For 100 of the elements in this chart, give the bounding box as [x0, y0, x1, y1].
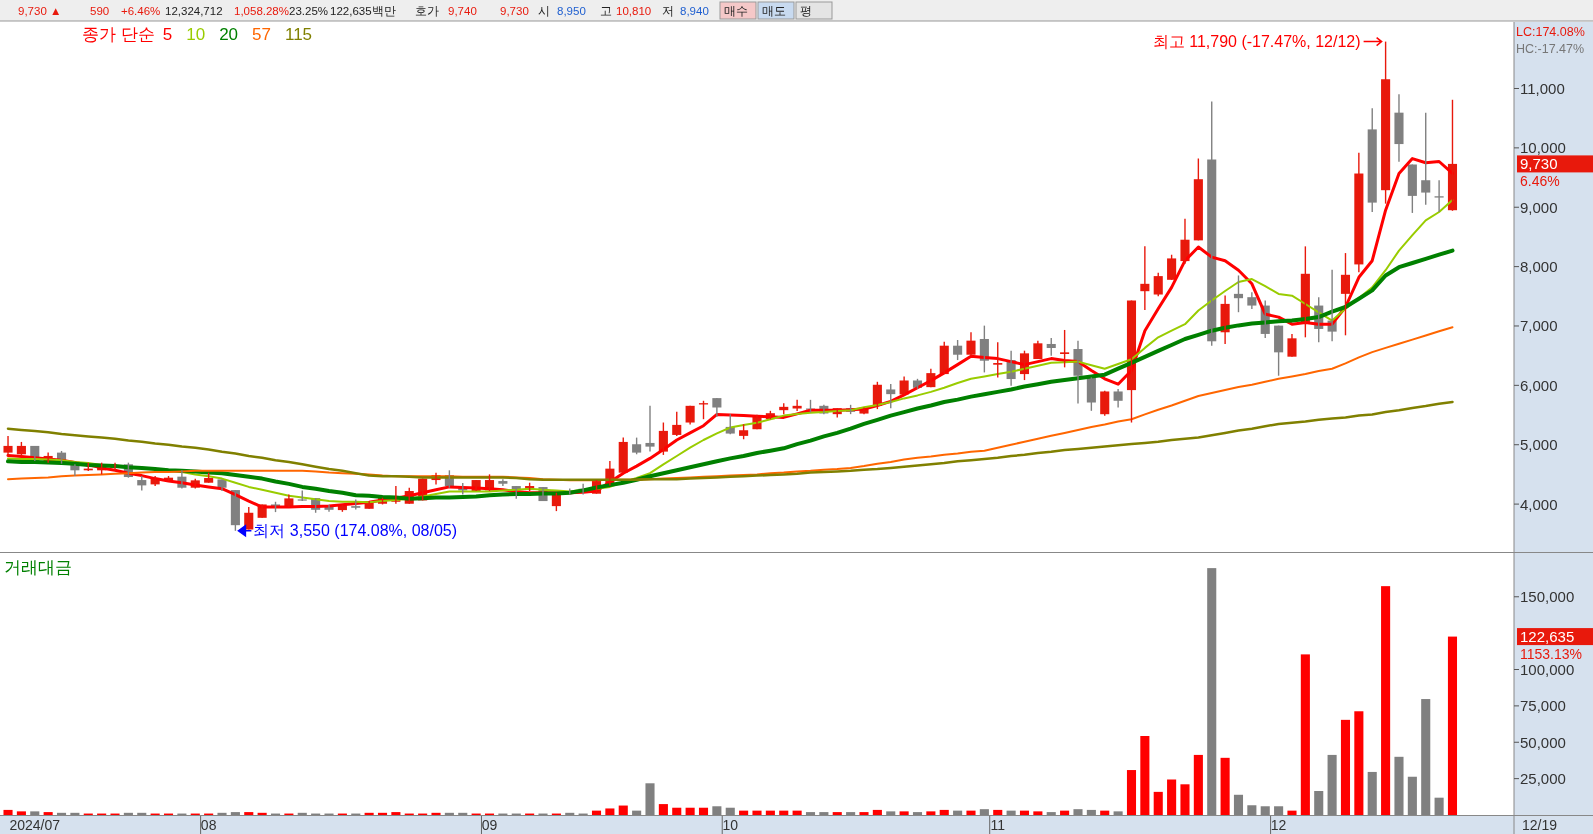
bar — [1140, 736, 1150, 815]
bar — [859, 812, 869, 815]
text: LC:174.08% — [1516, 25, 1585, 39]
bar — [1193, 754, 1203, 815]
text: 10 — [186, 24, 206, 44]
bar — [1340, 719, 1351, 815]
text: 57 — [252, 24, 271, 44]
text: 12/19 — [1522, 817, 1558, 833]
text: 6.46% — [1520, 172, 1560, 189]
annotation: 최저 3,550 (174.08%, 08/05) — [253, 522, 458, 540]
y-tick-label: 7,000 — [1520, 317, 1558, 335]
text: 평 — [800, 5, 812, 17]
text: 115 — [284, 24, 313, 44]
bar — [658, 804, 668, 815]
x-tick-label: 10 — [722, 817, 739, 833]
bar — [1126, 770, 1137, 815]
candlestick — [886, 383, 896, 409]
text: 9,740 — [448, 5, 477, 17]
legend-title: 종가 단순 — [82, 24, 155, 44]
y-tick-label: 75,000 — [1520, 697, 1566, 715]
annotation: 최고 11,790 (-17.47%, 12/12) — [1152, 33, 1361, 51]
bar — [1019, 810, 1030, 815]
text: 590 — [90, 5, 110, 17]
text: 시 — [538, 5, 550, 17]
bar — [1033, 811, 1043, 815]
candlestick — [1421, 111, 1431, 206]
bar — [765, 810, 775, 815]
text: 8,950 — [557, 5, 586, 17]
y-tick-label: 11,000 — [1520, 80, 1565, 97]
bar — [1180, 784, 1190, 815]
bar — [244, 812, 254, 815]
bar — [1100, 810, 1110, 815]
bar — [672, 807, 682, 815]
text: 5 — [162, 24, 173, 44]
text: 1153.13% — [1520, 645, 1583, 662]
x-tick-label: 09 — [481, 817, 498, 833]
candlestick — [1287, 333, 1297, 358]
bar — [685, 807, 695, 815]
bar — [364, 812, 374, 815]
candlestick — [1060, 329, 1070, 369]
bar — [618, 805, 628, 815]
bar — [16, 811, 26, 815]
bar — [698, 807, 709, 815]
bar — [605, 808, 615, 815]
candlestick — [1434, 179, 1444, 213]
y-tick-label: 8,000 — [1520, 258, 1558, 276]
bar — [993, 809, 1003, 815]
bar — [1060, 810, 1070, 815]
text: 122,635 — [1520, 628, 1575, 646]
text: 호가 — [415, 5, 439, 17]
y-tick-label: 4,000 — [1520, 495, 1558, 513]
text: 8,940 — [680, 5, 709, 17]
bar — [1300, 654, 1310, 815]
text: +6.46% — [121, 5, 161, 17]
bar — [966, 810, 976, 815]
bar — [939, 809, 949, 815]
x-tick-label: 12 — [1270, 817, 1287, 833]
text: 9,730 ▲ — [18, 5, 62, 17]
bar — [899, 811, 909, 815]
candlestick — [1153, 272, 1163, 297]
text: 12,324,712 — [165, 5, 223, 17]
text: HC:-17.47% — [1516, 42, 1585, 56]
text: 매도 — [762, 5, 786, 17]
bar — [792, 810, 802, 815]
text: 9,730 — [1520, 155, 1558, 173]
bar — [1354, 711, 1364, 815]
text: 고 — [600, 5, 612, 17]
candlestick — [3, 435, 13, 457]
bar — [431, 812, 441, 815]
y-tick-label: 5,000 — [1520, 436, 1558, 454]
text: 10,810 — [616, 5, 652, 17]
bar — [1447, 636, 1458, 815]
bar — [872, 809, 882, 815]
bar — [43, 812, 53, 815]
x-tick-label: 08 — [200, 817, 217, 833]
bar — [257, 812, 267, 815]
bar — [391, 812, 401, 815]
y-tick-label: 100,000 — [1520, 661, 1575, 679]
candlestick — [993, 341, 1003, 379]
x-tick-label: 11 — [990, 817, 1006, 833]
y-tick-label: 9,000 — [1520, 198, 1558, 216]
bar — [1287, 810, 1297, 815]
bar — [591, 810, 602, 815]
x-tick-label: 2024/07 — [9, 817, 61, 833]
text: 122,635백만 — [330, 5, 396, 17]
y-tick-label: 50,000 — [1520, 733, 1566, 751]
y-tick-label: 10,000 — [1520, 139, 1566, 157]
bar — [739, 810, 749, 815]
bar — [832, 812, 842, 815]
bar — [1153, 791, 1163, 815]
text: 9,730 — [500, 5, 529, 17]
y-tick-label: 25,000 — [1520, 770, 1566, 788]
bar — [779, 810, 789, 815]
bar — [3, 809, 13, 815]
text: 20 — [219, 24, 239, 44]
bar — [1381, 586, 1391, 815]
bar — [1167, 779, 1177, 815]
text: 매수 — [724, 5, 748, 17]
text: 저 — [662, 5, 674, 17]
bar — [1220, 757, 1230, 815]
